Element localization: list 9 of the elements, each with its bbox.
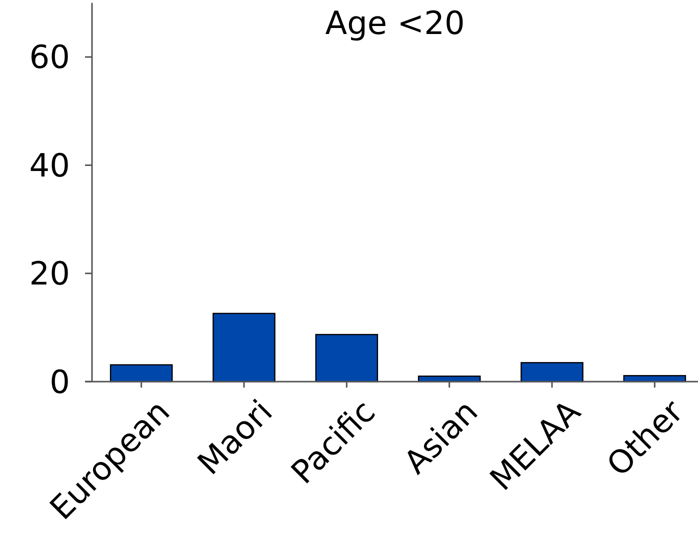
bar — [520, 362, 584, 382]
y-tick-label: 0 — [50, 362, 70, 401]
y-tick-label: 20 — [29, 254, 70, 293]
bar — [315, 334, 378, 382]
bar — [212, 312, 276, 382]
chart-title: Age <20 — [325, 4, 465, 42]
bar — [110, 364, 173, 382]
y-tick-label: 60 — [29, 38, 70, 76]
y-tick-label: 40 — [29, 146, 70, 184]
